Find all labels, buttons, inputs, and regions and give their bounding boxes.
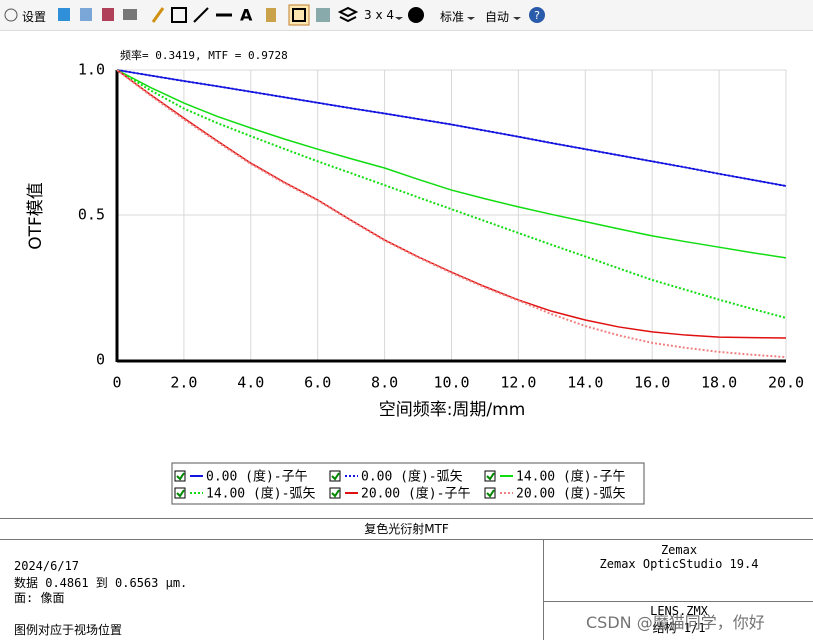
lock-icon[interactable] [266, 8, 276, 22]
legend-check [331, 472, 340, 481]
legend-label: 20.00 (度)-弧矢 [516, 486, 625, 502]
legend-checkbox [484, 487, 496, 499]
x-tick-label: 6.0 [304, 374, 331, 392]
info-software: Zemax OpticStudio 19.4 [599, 557, 759, 571]
info-surface: 面: 像面 [14, 591, 65, 605]
watermark: CSDN @魔猫同学，你好 [586, 613, 765, 632]
style-button[interactable]: 标准 [440, 10, 465, 24]
x-tick-label: 4.0 [237, 374, 264, 392]
info-wavelength: 数据 0.4861 到 0.6563 µm. [14, 576, 188, 590]
info-panel: 复色光衍射MTF 2024/6/17 数据 0.4861 到 0.6563 µm… [0, 518, 813, 640]
legend-checkbox [329, 487, 341, 499]
legend-label: 0.00 (度)-子午 [206, 469, 308, 485]
layers-icon[interactable] [337, 6, 359, 23]
print-icon[interactable] [123, 9, 137, 20]
scale-button[interactable]: 自动 [485, 10, 510, 24]
y-axis-label: OTF模值 [26, 182, 46, 250]
legend-label: 20.00 (度)-子午 [361, 486, 470, 502]
cursor-annotation: 频率= 0.3419, MTF = 0.9728 [120, 48, 288, 62]
legend-check [486, 489, 495, 498]
x-tick-label: 16.0 [634, 374, 670, 392]
y-tick-label: 0.5 [78, 206, 105, 224]
toolbar-icons: A ? [4, 4, 545, 26]
legend-label: 0.00 (度)-弧矢 [361, 469, 463, 485]
legend-label: 14.00 (度)-子午 [516, 469, 625, 485]
pencil-icon[interactable] [151, 7, 165, 23]
x-tick-label: 12.0 [500, 374, 536, 392]
toolbar: A ? 设置 3 x 4 标准 自动 [0, 0, 813, 31]
save-icon[interactable] [102, 8, 114, 21]
x-tick-label: 8.0 [371, 374, 398, 392]
legend-check [486, 472, 495, 481]
legend [171, 462, 645, 505]
x-tick-label: 2.0 [170, 374, 197, 392]
info-file: LENS.ZMX [650, 604, 708, 618]
legend-checkbox [174, 470, 186, 482]
x-axis-label: 空间频率:周期/mm [379, 400, 526, 420]
x-tick-label: 20.0 [768, 374, 804, 392]
y-tick-label: 0 [96, 351, 105, 369]
chart: 频率= 0.3419, MTF = 0.9728 空间频率:周期/mm OTF模… [26, 48, 804, 505]
power-icon[interactable] [408, 7, 424, 23]
legend-checkbox [484, 470, 496, 482]
refresh-icon[interactable] [58, 8, 70, 21]
settings-button[interactable]: 设置 [22, 10, 47, 24]
legend-check [176, 472, 185, 481]
text-icon[interactable]: A [240, 6, 253, 25]
help-icon[interactable] [529, 7, 545, 23]
legend-checkbox [174, 487, 186, 499]
y-tick-label: 1.0 [78, 61, 105, 79]
panel-title: 复色光衍射MTF [0, 519, 813, 540]
rect-icon[interactable] [171, 7, 187, 23]
x-tick-label: 0 [112, 374, 121, 392]
series-line [116, 69, 787, 319]
layout-button[interactable]: 3 x 4 [364, 8, 394, 22]
info-config: 结构 1/1 [652, 621, 706, 635]
info-vendor: Zemax [660, 543, 698, 557]
series-line [116, 69, 787, 187]
series-line [116, 69, 787, 259]
svg-text:?: ? [534, 9, 540, 22]
x-tick-label: 10.0 [433, 374, 469, 392]
x-tick-label: 18.0 [701, 374, 737, 392]
legend-check [176, 489, 185, 498]
info-legend-note: 图例对应于视场位置 [14, 623, 123, 637]
window-icon[interactable] [316, 8, 330, 22]
legend-check [331, 489, 340, 498]
legend-label: 14.00 (度)-弧矢 [206, 486, 315, 502]
series-line [116, 69, 787, 359]
arrow-icon[interactable] [193, 7, 209, 23]
info-date: 2024/6/17 [14, 559, 80, 573]
x-tick-label: 14.0 [567, 374, 603, 392]
legend-checkbox [329, 470, 341, 482]
copy-icon[interactable] [80, 8, 92, 21]
